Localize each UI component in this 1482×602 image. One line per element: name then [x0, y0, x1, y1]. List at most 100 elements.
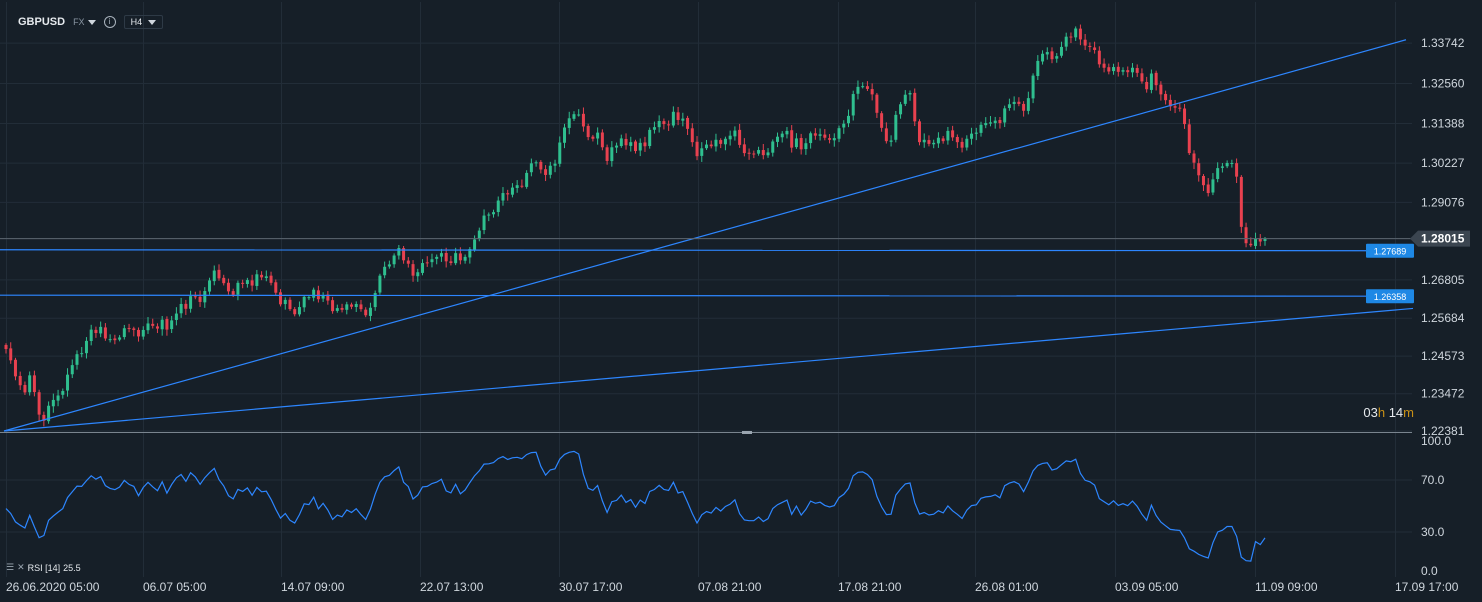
candle [695, 141, 699, 157]
candle [652, 127, 656, 130]
candle [709, 144, 713, 147]
candle [510, 187, 514, 195]
candle [581, 113, 585, 127]
candle [1135, 68, 1139, 73]
close-icon[interactable]: ✕ [17, 563, 25, 573]
candle [1078, 28, 1082, 40]
last-price-label: 1.28015 [1421, 232, 1465, 246]
chart-toolbar: GBPUSD FX i H4 [18, 12, 164, 32]
x-tick-label: 22.07 13:00 [420, 580, 484, 594]
candle [84, 340, 88, 354]
x-tick-label: 03.09 05:00 [1115, 580, 1179, 594]
candle [132, 328, 136, 330]
candle [193, 296, 197, 298]
candle [1045, 52, 1049, 55]
candle [681, 118, 685, 121]
candle [1239, 176, 1243, 227]
candle [23, 384, 27, 393]
candle [103, 327, 107, 339]
candle [1230, 162, 1234, 164]
market-selector[interactable]: FX [73, 17, 96, 27]
candle [179, 303, 183, 314]
candle [946, 130, 950, 141]
drawing-overlays: 1.27689 1.26358 1.28015 [0, 39, 1470, 432]
candle [288, 299, 292, 310]
candle [468, 249, 472, 258]
candle [1050, 51, 1054, 60]
y-tick-label: 1.33742 [1421, 36, 1465, 50]
symbol-label[interactable]: GBPUSD [18, 16, 66, 28]
candle [359, 304, 363, 310]
info-icon[interactable]: i [103, 16, 116, 28]
candle [1059, 46, 1063, 56]
candle [988, 122, 992, 124]
candle [908, 93, 912, 95]
candle [364, 309, 368, 316]
candle [965, 138, 969, 148]
horizontal-line [0, 249, 1413, 252]
candle [454, 253, 458, 264]
candle [170, 320, 174, 330]
candle [1244, 227, 1248, 244]
countdown-hours: 03 [1363, 405, 1378, 420]
candle [600, 132, 604, 148]
candle [1197, 163, 1201, 176]
candle [189, 296, 193, 309]
candle [127, 327, 131, 329]
candle [203, 291, 207, 303]
candle [430, 259, 434, 263]
candle [108, 339, 112, 341]
trendline [3, 307, 1414, 432]
candle [439, 253, 443, 257]
candle [435, 256, 439, 259]
candle [1088, 45, 1092, 47]
candle [226, 282, 230, 292]
candle [657, 121, 661, 128]
candle [1083, 39, 1087, 46]
candle [572, 114, 576, 119]
candle [539, 161, 543, 170]
candle [1216, 168, 1220, 179]
candle [809, 133, 813, 144]
settings-icon[interactable]: ☰ [6, 563, 15, 573]
candle [704, 144, 708, 149]
candle [4, 344, 8, 350]
candle [1003, 108, 1007, 123]
timeframe-selector[interactable]: H4 [123, 15, 164, 29]
candle [501, 193, 505, 201]
candle [212, 270, 216, 282]
trendline [3, 39, 1407, 432]
candle [1031, 75, 1035, 99]
candle [383, 266, 387, 276]
candle [1112, 67, 1116, 72]
candle [861, 86, 865, 88]
candle [856, 86, 860, 94]
candle [747, 152, 751, 154]
candle [1183, 108, 1187, 125]
candle [279, 292, 283, 305]
timeframe-label: H4 [130, 17, 143, 27]
candle [700, 148, 704, 156]
candle [870, 89, 874, 95]
candle [728, 135, 732, 140]
candle [444, 252, 448, 262]
candle [899, 104, 903, 115]
x-tick-label: 07.08 21:00 [698, 580, 762, 594]
candle [241, 282, 245, 284]
y-tick-label: 1.32560 [1421, 76, 1465, 90]
candle [875, 94, 879, 113]
x-tick-label: 17.09 17:00 [1395, 580, 1459, 594]
candle [1140, 73, 1144, 82]
candle [1064, 36, 1068, 47]
candle [1249, 243, 1253, 246]
candle [951, 130, 955, 138]
candle [458, 253, 462, 261]
candle [984, 123, 988, 126]
x-tick-label: 26.08 01:00 [975, 580, 1039, 594]
candle [250, 280, 254, 286]
candle [615, 145, 619, 148]
candle [846, 115, 850, 124]
rsi-tick-label: 30.0 [1421, 525, 1445, 539]
candle [397, 248, 401, 256]
